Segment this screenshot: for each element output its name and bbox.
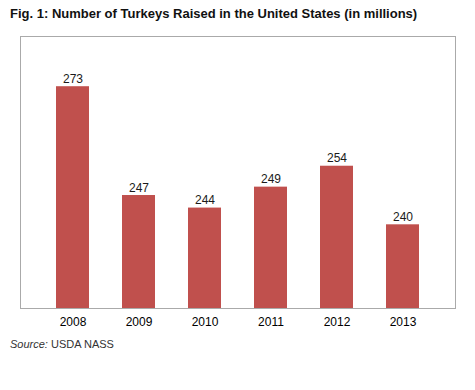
svg-text:240: 240 <box>393 210 413 224</box>
svg-text:2010: 2010 <box>192 315 219 329</box>
svg-text:2013: 2013 <box>390 315 417 329</box>
svg-text:249: 249 <box>261 172 281 186</box>
svg-text:247: 247 <box>129 181 149 195</box>
svg-text:254: 254 <box>327 151 347 165</box>
html-text:Fig. 1: Number of Turkeys Rais: Fig. 1: Number of Turkeys Raised in the … <box>10 6 418 21</box>
svg-text:2008: 2008 <box>60 315 87 329</box>
svg-text:2009: 2009 <box>126 315 153 329</box>
html-text:Source: USDA NASS: Source: USDA NASS <box>10 338 114 351</box>
svg-text:2012: 2012 <box>324 315 351 329</box>
svg-text:244: 244 <box>195 193 215 207</box>
svg-text:2011: 2011 <box>258 315 284 329</box>
svg-text:273: 273 <box>63 72 83 86</box>
